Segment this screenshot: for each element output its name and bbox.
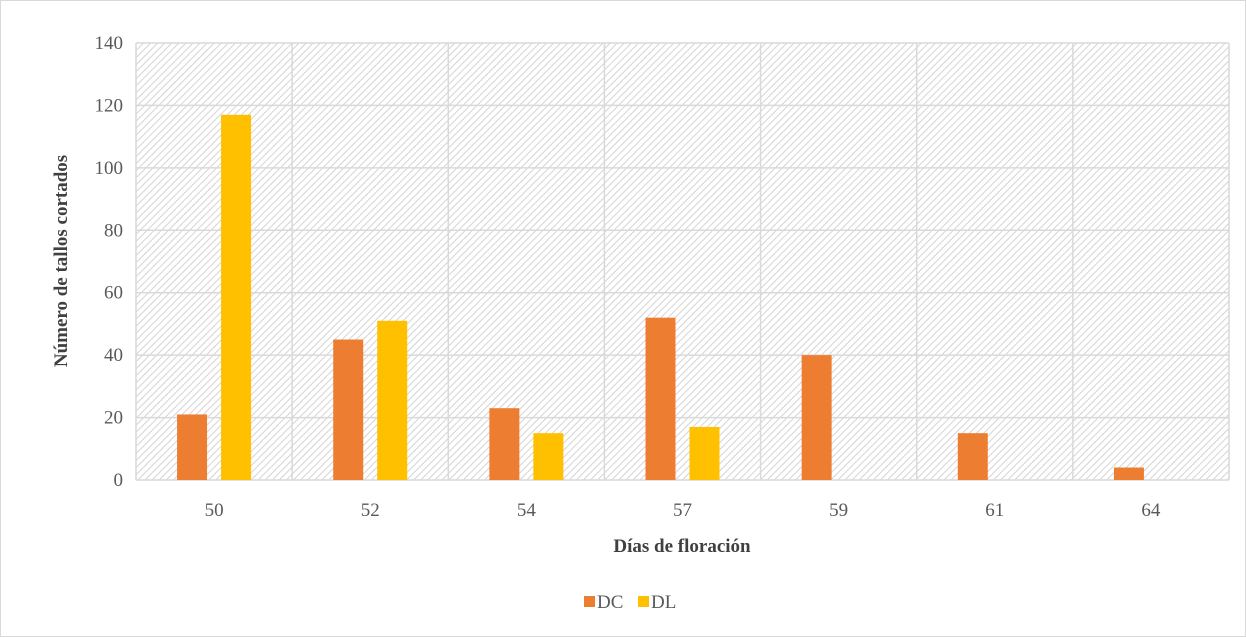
bar-dc-54 — [489, 408, 520, 480]
bar-dc-59 — [801, 355, 832, 480]
bar-dl-57 — [689, 426, 720, 480]
y-tick-label: 60 — [104, 283, 123, 304]
bar-dl-54 — [533, 433, 564, 480]
y-tick-label: 80 — [104, 220, 123, 241]
x-axis-title: Días de floración — [613, 536, 751, 557]
x-tick-label: 50 — [205, 500, 224, 521]
legend: DC DL — [584, 592, 676, 613]
x-tick-label: 59 — [829, 500, 848, 521]
bar-dc-52 — [333, 339, 364, 480]
x-tick-label: 64 — [1141, 500, 1161, 521]
bars — [177, 114, 1144, 481]
bar-dc-57 — [645, 317, 676, 480]
y-tick-labels: 0 20 40 60 80 100 120 140 — [95, 33, 124, 491]
bar-dl-52 — [377, 320, 408, 480]
x-tick-labels: 50 52 54 57 59 61 64 — [205, 500, 1161, 521]
bar-dl-50 — [221, 114, 252, 481]
y-tick-label: 140 — [95, 33, 124, 54]
y-tick-label: 40 — [104, 345, 123, 366]
y-tick-label: 0 — [114, 470, 124, 491]
bar-dc-64 — [1113, 467, 1144, 480]
legend-swatch-dc — [584, 596, 595, 607]
legend-label-dl: DL — [651, 592, 676, 613]
plot-area — [136, 43, 1229, 480]
x-tick-label: 57 — [673, 500, 692, 521]
grid-lines — [135, 42, 1230, 481]
legend-swatch-dl — [638, 596, 649, 607]
x-tick-label: 61 — [985, 500, 1004, 521]
y-tick-label: 20 — [104, 408, 123, 429]
bar-dc-50 — [177, 414, 208, 480]
y-tick-label: 100 — [95, 158, 124, 179]
legend-label-dc: DC — [597, 592, 623, 613]
x-tick-label: 54 — [517, 500, 537, 521]
y-axis-title: Número de tallos cortados — [51, 155, 72, 367]
y-tick-label: 120 — [95, 95, 124, 116]
bar-dc-61 — [957, 433, 988, 480]
x-tick-label: 52 — [361, 500, 380, 521]
